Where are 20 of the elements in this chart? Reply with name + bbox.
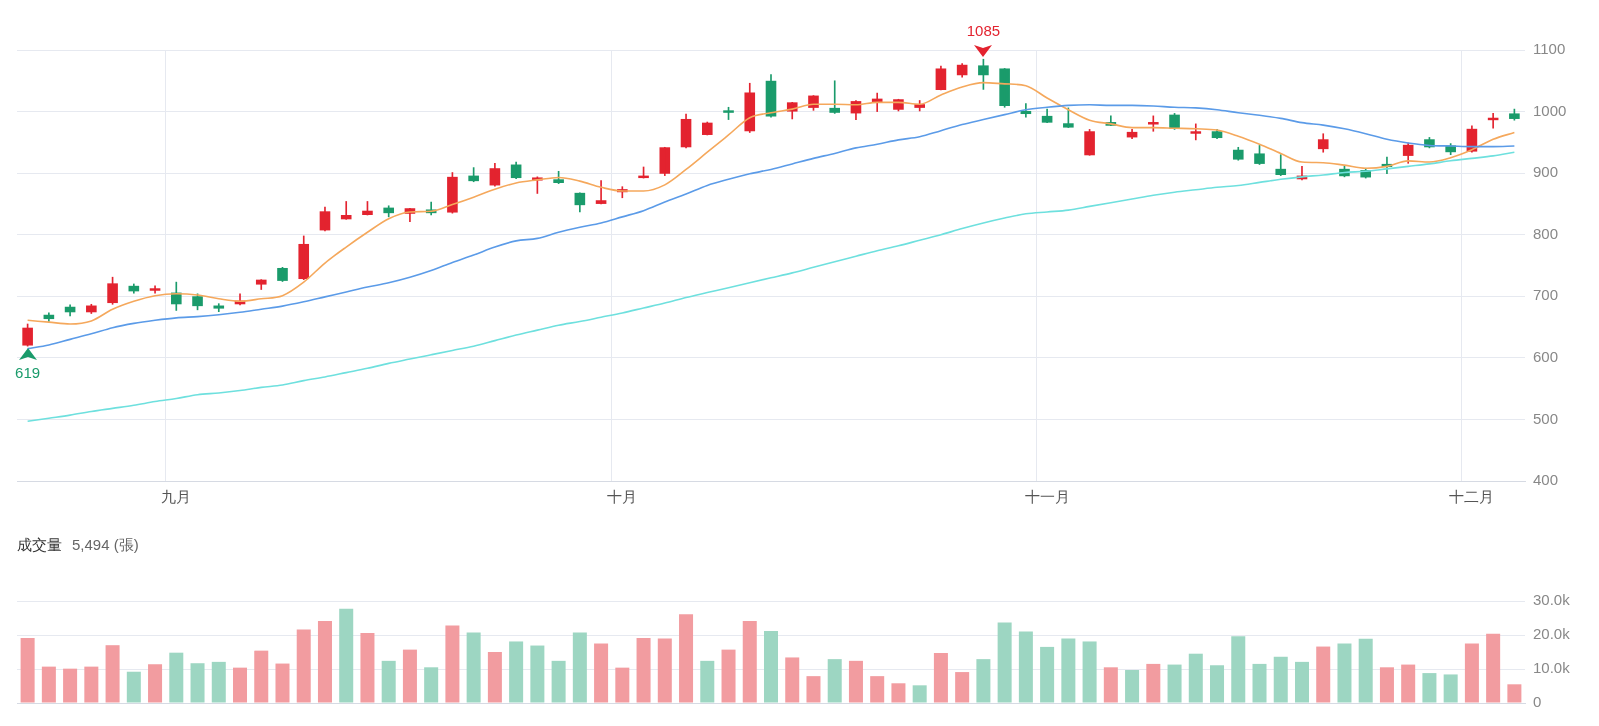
y-tick-label: 400 bbox=[1533, 471, 1559, 489]
annotation: 619 bbox=[15, 363, 41, 381]
annotation: 1085 bbox=[966, 21, 1001, 39]
y-tick-label: 1100 bbox=[1533, 40, 1566, 58]
y-tick-label: 800 bbox=[1533, 224, 1559, 242]
x-tick-label: 十一月 bbox=[1024, 488, 1070, 506]
y-tick-label: 30.0k bbox=[1533, 591, 1571, 609]
y-tick-label: 10.0k bbox=[1533, 659, 1571, 677]
chart-subtitle: 5,494 (張) bbox=[72, 535, 139, 555]
x-tick-label: 十二月 bbox=[1449, 488, 1495, 506]
chart-title: 成交量 bbox=[17, 535, 62, 555]
x-tick-label: 十月 bbox=[607, 488, 638, 506]
y-tick-label: 600 bbox=[1533, 348, 1559, 365]
y-tick-label: 0 bbox=[1533, 693, 1542, 711]
y-tick-label: 20.0k bbox=[1533, 625, 1571, 643]
y-tick-label: 900 bbox=[1533, 163, 1559, 181]
y-tick-label: 500 bbox=[1533, 409, 1559, 427]
y-tick-label: 700 bbox=[1533, 286, 1559, 304]
y-tick-label: 1000 bbox=[1533, 101, 1567, 119]
x-tick-label: 九月 bbox=[161, 488, 192, 506]
